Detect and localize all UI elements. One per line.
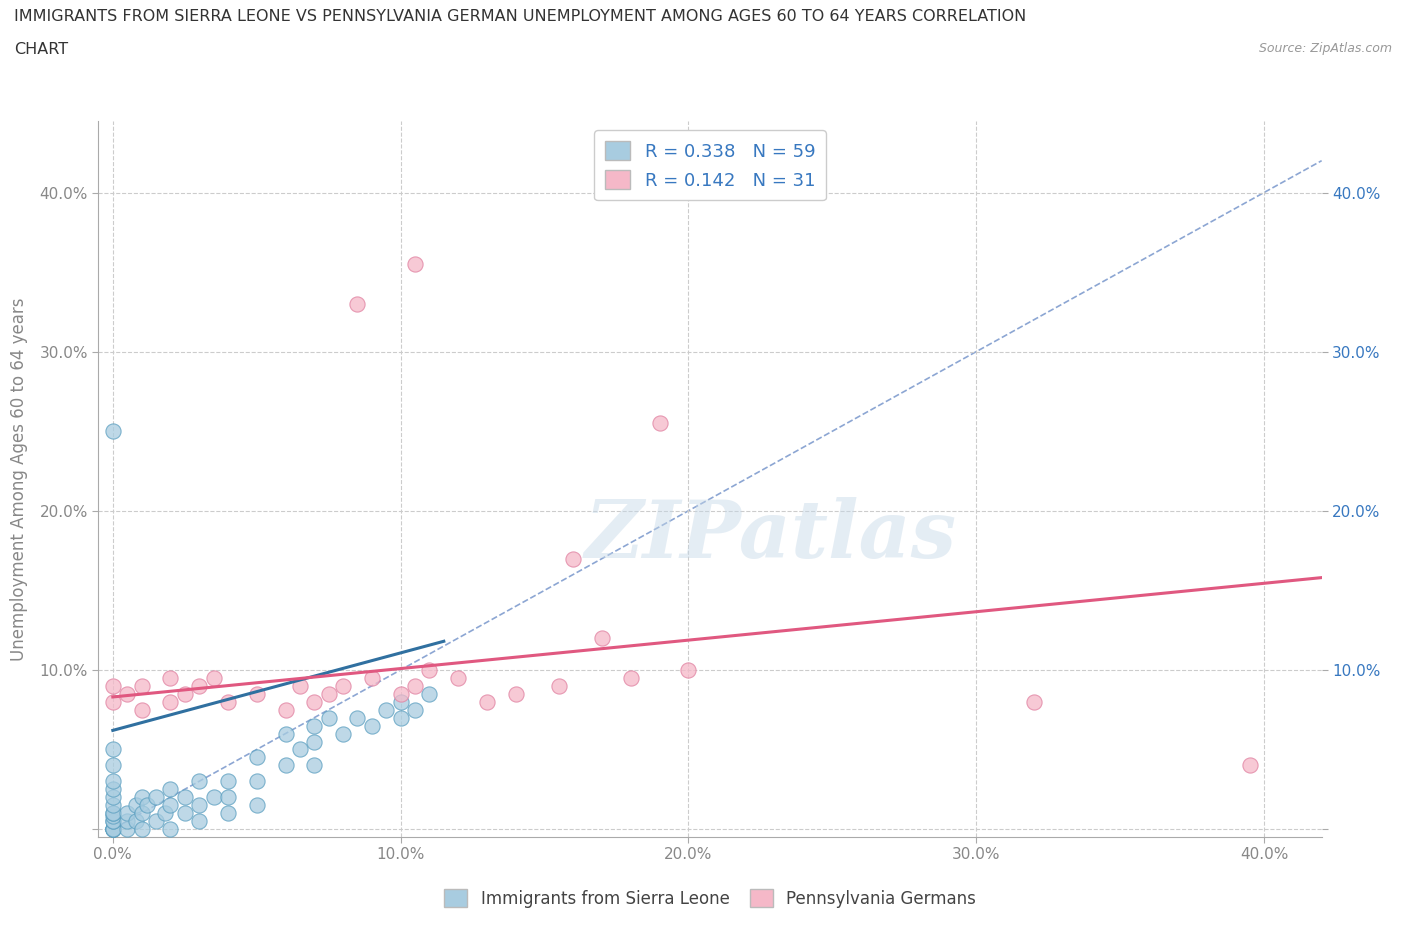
Point	[101, 798, 124, 813]
Point	[125, 798, 148, 813]
Point	[620, 671, 643, 685]
Point	[131, 702, 153, 717]
Point	[101, 805, 124, 820]
Y-axis label: Unemployment Among Ages 60 to 64 years: Unemployment Among Ages 60 to 64 years	[10, 298, 28, 660]
Point	[188, 774, 211, 789]
Point	[318, 711, 340, 725]
Point	[375, 702, 398, 717]
Point	[648, 416, 671, 431]
Point	[188, 798, 211, 813]
Point	[217, 790, 239, 804]
Point	[304, 734, 326, 749]
Point	[318, 686, 340, 701]
Point	[101, 814, 124, 829]
Point	[274, 758, 297, 773]
Point	[404, 257, 426, 272]
Point	[346, 297, 368, 312]
Point	[131, 805, 153, 820]
Point	[274, 726, 297, 741]
Point	[360, 671, 382, 685]
Point	[404, 702, 426, 717]
Point	[562, 551, 585, 566]
Point	[202, 671, 225, 685]
Point	[101, 678, 124, 693]
Text: Source: ZipAtlas.com: Source: ZipAtlas.com	[1258, 42, 1392, 55]
Point	[591, 631, 613, 645]
Point	[101, 758, 124, 773]
Point	[101, 821, 124, 836]
Point	[217, 695, 239, 710]
Point	[389, 686, 412, 701]
Point	[246, 686, 269, 701]
Point	[159, 798, 181, 813]
Point	[115, 814, 138, 829]
Point	[101, 821, 124, 836]
Point	[101, 424, 124, 439]
Point	[246, 774, 269, 789]
Point	[115, 805, 138, 820]
Point	[217, 774, 239, 789]
Point	[274, 702, 297, 717]
Point	[101, 821, 124, 836]
Point	[304, 718, 326, 733]
Point	[447, 671, 470, 685]
Point	[678, 662, 700, 677]
Point	[101, 742, 124, 757]
Point	[475, 695, 498, 710]
Point	[101, 782, 124, 797]
Point	[101, 814, 124, 829]
Point	[101, 821, 124, 836]
Point	[159, 695, 181, 710]
Point	[418, 662, 440, 677]
Point	[304, 695, 326, 710]
Point	[173, 686, 195, 701]
Point	[288, 742, 311, 757]
Point	[188, 814, 211, 829]
Point	[202, 790, 225, 804]
Point	[360, 718, 382, 733]
Point	[1239, 758, 1261, 773]
Point	[101, 790, 124, 804]
Point	[188, 678, 211, 693]
Point	[217, 805, 239, 820]
Point	[246, 798, 269, 813]
Point	[173, 790, 195, 804]
Point	[346, 711, 368, 725]
Point	[404, 678, 426, 693]
Point	[332, 726, 354, 741]
Point	[173, 805, 195, 820]
Point	[159, 821, 181, 836]
Point	[153, 805, 176, 820]
Point	[332, 678, 354, 693]
Point	[131, 790, 153, 804]
Point	[246, 750, 269, 764]
Point	[101, 805, 124, 820]
Point	[145, 790, 167, 804]
Point	[101, 774, 124, 789]
Point	[136, 798, 159, 813]
Point	[145, 814, 167, 829]
Point	[101, 809, 124, 824]
Point	[288, 678, 311, 693]
Point	[389, 695, 412, 710]
Point	[159, 671, 181, 685]
Point	[505, 686, 527, 701]
Text: IMMIGRANTS FROM SIERRA LEONE VS PENNSYLVANIA GERMAN UNEMPLOYMENT AMONG AGES 60 T: IMMIGRANTS FROM SIERRA LEONE VS PENNSYLV…	[14, 9, 1026, 24]
Point	[131, 678, 153, 693]
Text: ZIPatlas: ZIPatlas	[585, 498, 957, 575]
Point	[389, 711, 412, 725]
Point	[115, 821, 138, 836]
Point	[101, 821, 124, 836]
Point	[418, 686, 440, 701]
Point	[101, 695, 124, 710]
Point	[1022, 695, 1045, 710]
Legend: Immigrants from Sierra Leone, Pennsylvania Germans: Immigrants from Sierra Leone, Pennsylvan…	[437, 883, 983, 914]
Point	[159, 782, 181, 797]
Point	[115, 686, 138, 701]
Text: CHART: CHART	[14, 42, 67, 57]
Point	[548, 678, 571, 693]
Point	[125, 814, 148, 829]
Point	[131, 821, 153, 836]
Point	[304, 758, 326, 773]
